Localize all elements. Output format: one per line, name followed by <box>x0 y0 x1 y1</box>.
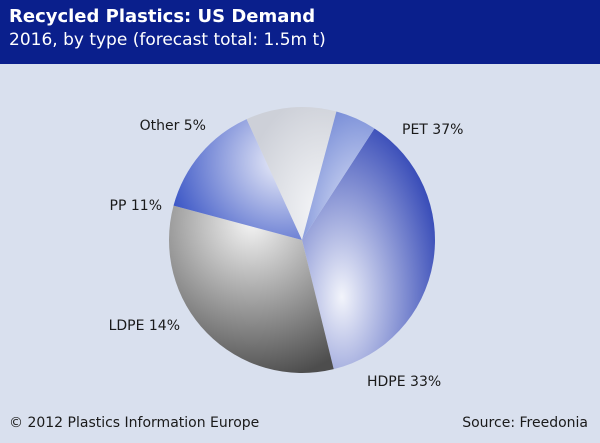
pie-slice-ldpe <box>173 119 302 240</box>
chart-subtitle: 2016, by type (forecast total: 1.5m t) <box>9 30 326 50</box>
pie-slice-pet <box>302 128 435 370</box>
pie-chart-area: PET 37% HDPE 33% LDPE 14% PP 11% Other 5% <box>0 64 600 404</box>
pie-chart: PET 37% HDPE 33% LDPE 14% PP 11% Other 5% <box>109 106 463 390</box>
pie-slice-pp <box>246 106 337 240</box>
slice-label-pet: PET 37% <box>402 122 463 138</box>
slice-label-ldpe: LDPE 14% <box>109 318 180 334</box>
source-text: Source: Freedonia <box>462 415 588 431</box>
slice-label-hdpe: HDPE 33% <box>367 374 441 390</box>
chart-header: Recycled Plastics: US Demand 2016, by ty… <box>0 0 600 64</box>
chart-title: Recycled Plastics: US Demand <box>9 6 316 27</box>
copyright-text: © 2012 Plastics Information Europe <box>9 415 260 431</box>
pie-slice-hdpe <box>168 205 334 373</box>
slice-label-pp: PP 11% <box>110 198 162 214</box>
slice-label-other: Other 5% <box>140 118 206 134</box>
pie-slice-other <box>302 111 375 240</box>
